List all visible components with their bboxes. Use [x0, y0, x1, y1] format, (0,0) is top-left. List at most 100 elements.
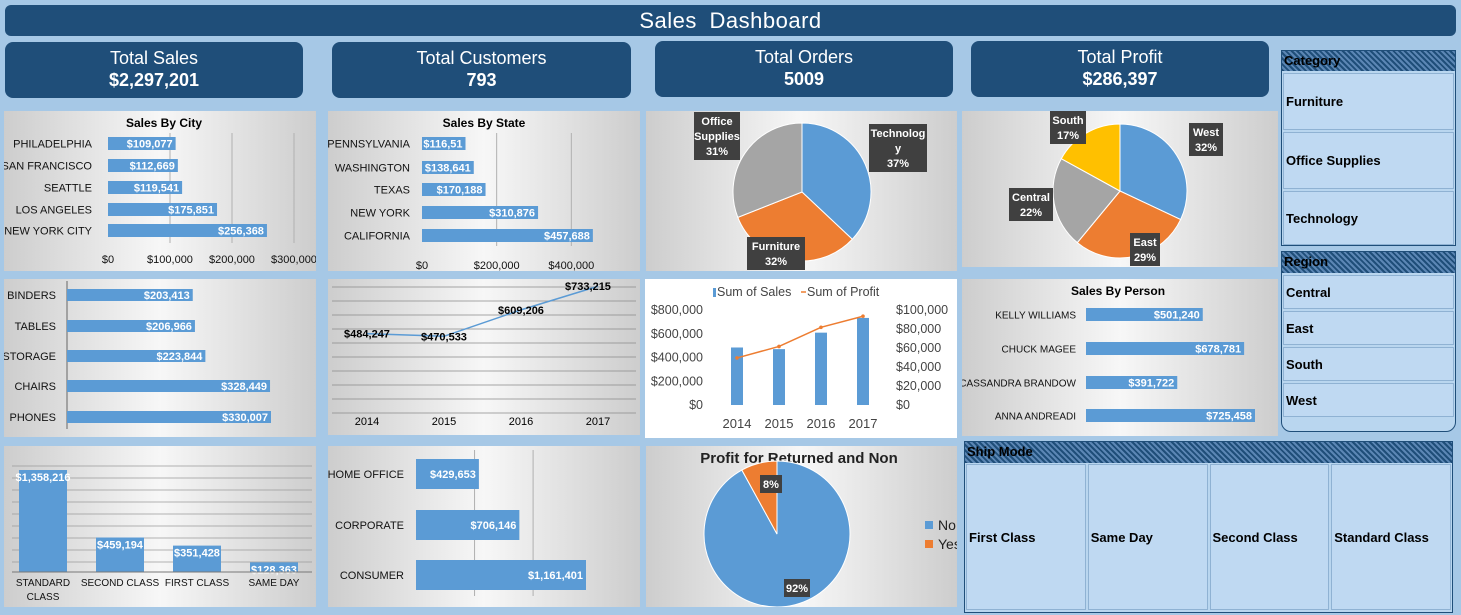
x-tick-label: 2017 — [849, 416, 878, 431]
bar-same-day — [250, 562, 298, 572]
slicer-item-furniture[interactable]: Furniture — [1283, 73, 1454, 130]
data-label: $457,688 — [544, 231, 590, 243]
category-label-phones: PHONES — [10, 412, 56, 424]
data-label: $470,533 — [421, 331, 467, 343]
bar-phones — [67, 411, 271, 423]
data-label: $206,966 — [146, 321, 192, 333]
kpi-value: 793 — [466, 70, 497, 90]
slicer-header: Region — [1282, 252, 1455, 273]
chart-sales-by-state[interactable]: Sales By State PENNSYLVANIA $116,51 WASHING… — [328, 111, 640, 271]
data-label: 17% — [1057, 130, 1079, 142]
bar-consumer — [416, 560, 586, 590]
data-label-box — [694, 112, 740, 160]
chart-sales-by-year[interactable]: $484,247 $470,533 $609,206 $733,215 2014 2015… — [328, 279, 640, 435]
chart-returns-pie[interactable]: Profit for Returned and Non 92% 8% No Yes — [646, 446, 957, 607]
slicer-header: Ship Mode — [965, 442, 1452, 463]
kpi-value: $2,297,201 — [108, 70, 200, 90]
data-label: 29% — [1134, 252, 1156, 264]
slicer-item-second-class[interactable]: Second Class — [1209, 464, 1330, 610]
bar-sales-2014 — [731, 347, 743, 405]
category-label-california: CALIFORNIA — [344, 231, 411, 243]
data-label: Office — [701, 116, 732, 128]
slicer-item-south[interactable]: South — [1283, 347, 1454, 381]
data-label: $733,215 — [565, 281, 611, 293]
data-label-box — [760, 475, 782, 493]
right-tick-label: $20,000 — [896, 379, 941, 393]
tick-label: $400,000 — [548, 260, 594, 271]
data-label: Supplies — [694, 131, 740, 143]
bar-tables — [67, 320, 195, 332]
right-tick-label: $0 — [896, 398, 910, 412]
kpi-total-orders: Total Orders 5009 — [655, 41, 953, 97]
data-label: $128,363 — [251, 564, 297, 576]
tick-label: $0 — [102, 254, 114, 266]
right-tick-label: $80,000 — [896, 322, 941, 336]
bar-storage — [67, 350, 206, 362]
slicer-item-first-class[interactable]: First Class — [966, 464, 1086, 610]
kpi-total-sales: Total Sales $2,297,201 — [5, 42, 303, 98]
data-label: $116,51 — [423, 139, 462, 151]
chart-title: Sales By Person — [1071, 284, 1165, 298]
tick-label: $300,000 — [271, 254, 316, 266]
ship-mode-slicer: Ship Mode First Class Same Day Second Cl… — [964, 441, 1453, 613]
profit-point — [861, 314, 865, 319]
bar-texas — [422, 183, 486, 196]
chart-category-pie[interactable]: Technolog y 37% Furniture 32% Office Supplies 3… — [646, 111, 957, 271]
data-label: y — [895, 143, 902, 155]
kpi-total-customers: Total Customers 793 — [332, 42, 631, 98]
data-label: West — [1193, 127, 1219, 139]
bar-home-office — [416, 459, 479, 489]
data-label: $119,541 — [134, 183, 179, 195]
kpi-label: Total Orders — [754, 47, 854, 67]
chart-subcategory[interactable]: BINDERS $203,413 TABLES $206,966 STORAGE $223… — [4, 279, 316, 437]
pie-slice-west — [1119, 123, 1188, 221]
bar-san-francisco — [108, 159, 178, 172]
slicer-item-office-supplies[interactable]: Office Supplies — [1283, 132, 1454, 189]
slicer-item-technology[interactable]: Technology — [1283, 191, 1454, 245]
category-label-storage: STORAGE — [4, 351, 56, 363]
category-label-tables: TABLES — [15, 321, 56, 333]
left-tick-label: $400,000 — [651, 351, 703, 365]
slicer-item-east[interactable]: East — [1283, 311, 1454, 345]
profit-point — [819, 325, 823, 330]
data-label: East — [1133, 237, 1157, 249]
data-label: $351,428 — [174, 548, 220, 560]
slicer-item-standard-class[interactable]: Standard Class — [1331, 464, 1451, 610]
kpi-value: 5009 — [783, 69, 825, 89]
data-label-box — [1189, 123, 1223, 156]
kpi-value: $286,397 — [1082, 69, 1158, 89]
chart-sales-by-city[interactable]: Sales By City PHILADELPHIA $109,077 SAN FRA… — [4, 111, 316, 271]
legend-swatch-yes — [925, 540, 933, 548]
bar-cassandra-brandow — [1086, 376, 1178, 389]
data-label: $1,161,401 — [528, 570, 583, 582]
bar-sales-2017 — [857, 317, 869, 405]
data-label: $175,851 — [168, 205, 214, 217]
data-label: 92% — [786, 583, 808, 595]
slicer-item-central[interactable]: Central — [1283, 275, 1454, 309]
category-label-pennsylvania: PENNSYLVANIA — [328, 139, 411, 151]
chart-sales-by-person[interactable]: Sales By Person KELLY WILLIAMS $501,240 CHU… — [962, 279, 1278, 436]
bar-binders — [67, 289, 193, 301]
slicer-item-west[interactable]: West — [1283, 383, 1454, 417]
category-label-washington: WASHINGTON — [335, 163, 410, 175]
category-label-home-office: HOME OFFICE — [328, 469, 404, 481]
x-tick-label: 2014 — [355, 416, 379, 428]
bar-kelly-williams — [1086, 308, 1203, 321]
right-tick-label: $60,000 — [896, 341, 941, 355]
slicer-item-same-day[interactable]: Same Day — [1087, 464, 1208, 610]
kpi-label: Total Sales — [109, 48, 199, 68]
category-slicer: Category Furniture Office Supplies Techn… — [1281, 50, 1456, 246]
chart-segment[interactable]: HOME OFFICE $429,653 CORPORATE $706,146 CONS… — [328, 446, 640, 607]
data-label: $330,007 — [222, 412, 268, 424]
category-label-kelly-williams: KELLY WILLIAMS — [995, 311, 1076, 322]
chart-ship-mode[interactable]: $1,358,216 $459,194 $351,428 $128,363 STANDA… — [4, 446, 316, 607]
data-label: $138,641 — [425, 163, 471, 175]
data-label: 8% — [763, 479, 779, 491]
x-tick-label: 2014 — [723, 416, 752, 431]
legend-label-yes: Yes — [938, 536, 957, 552]
chart-region-pie[interactable]: West 32% East 29% Central 22% South 17% — [962, 111, 1278, 267]
chart-sales-profit-combo[interactable]: Sum of Sales Sum of Profit $800,000 $600,00… — [645, 279, 957, 438]
left-tick-label: $800,000 — [651, 303, 703, 317]
tick-label: $200,000 — [209, 254, 255, 266]
tick-label: $100,000 — [147, 254, 193, 266]
